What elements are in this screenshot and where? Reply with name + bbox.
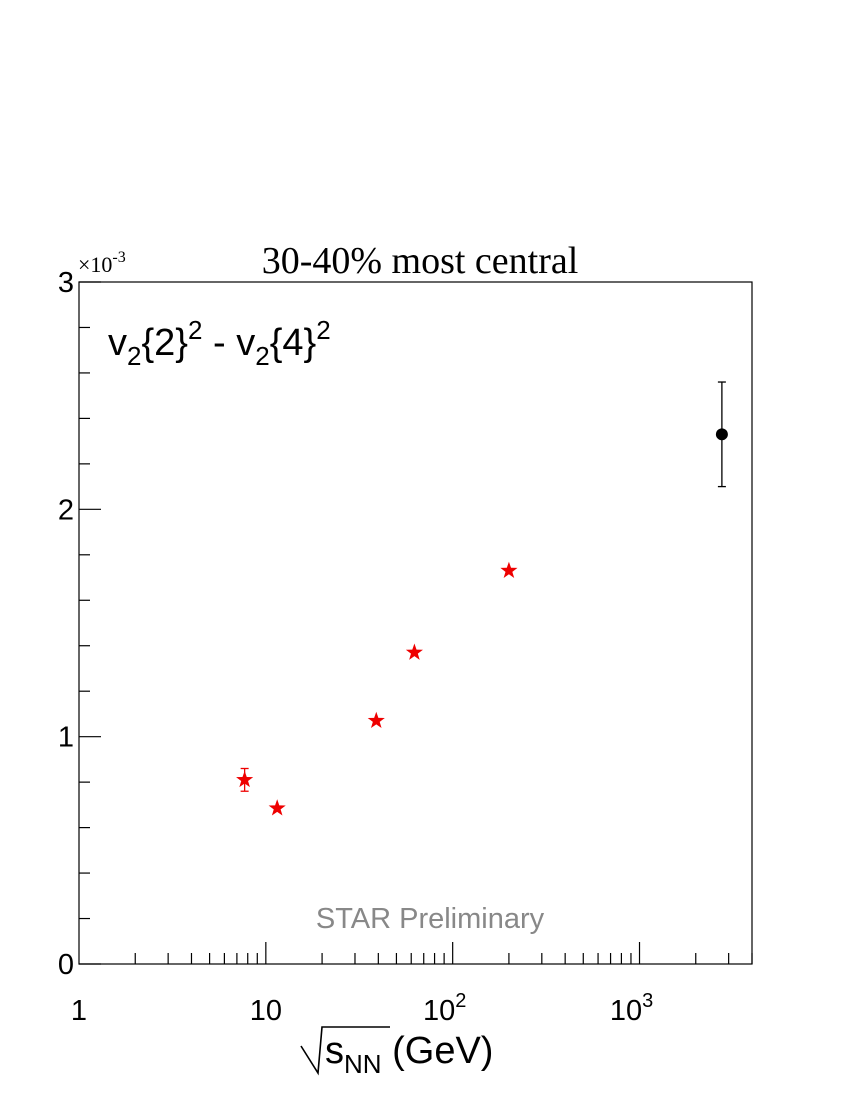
data-marks [236, 381, 728, 816]
x-tick-label: 10 [250, 995, 282, 1027]
star-marker [268, 799, 286, 816]
star-marker [236, 770, 254, 788]
x-tick-label: 1 [71, 995, 87, 1027]
star-marker [405, 643, 423, 660]
observable-label: v2{2}2 - v2{4}2 [108, 315, 331, 371]
y-tick-label: 2 [58, 494, 74, 526]
axes: 1 10 102 103 0 1 2 3 [58, 267, 753, 1027]
y-tick-label: 3 [58, 267, 74, 299]
y-axis-exponent: ×10-3 [78, 249, 126, 277]
circle-marker [715, 428, 728, 441]
y-tick-label: 1 [58, 722, 74, 754]
x-tick-label: 102 [423, 990, 466, 1027]
y-tick-label: 0 [58, 949, 74, 981]
watermark-text: STAR Preliminary [316, 903, 545, 935]
sqrt-sign [300, 1026, 390, 1076]
x-axis-label: sNN (GeV) [325, 1030, 493, 1079]
star-marker [500, 561, 518, 578]
plot-frame [78, 281, 753, 965]
star-marker [367, 711, 385, 729]
chart-title: 30-40% most central [262, 240, 579, 282]
x-tick-label: 103 [610, 990, 653, 1027]
